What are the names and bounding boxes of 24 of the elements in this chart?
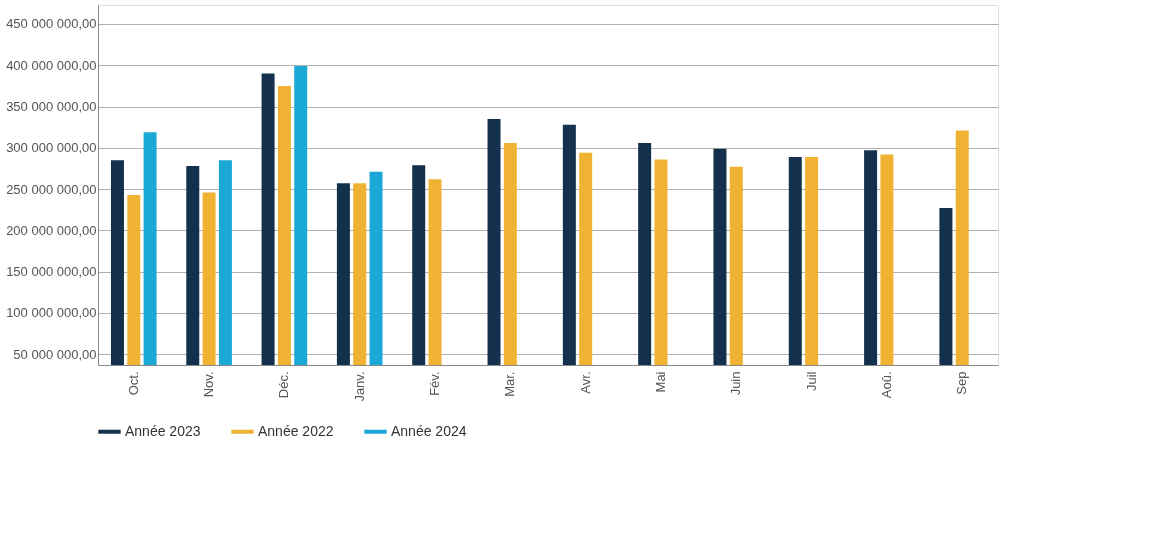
x-tick-label: Fév. — [427, 371, 443, 396]
y-tick-label: 250 000 000,00 — [6, 181, 97, 197]
x-tick-label: Janv. — [351, 371, 367, 402]
x-tick-label: Juil — [803, 371, 819, 392]
y-tick-label: 150 000 000,00 — [6, 264, 97, 280]
y-tick-label: 400 000 000,00 — [6, 57, 97, 73]
y-tick-label: 200 000 000,00 — [6, 222, 97, 238]
y-tick-label: 50 000 000,00 — [13, 346, 97, 362]
x-tick-label: Juin — [728, 371, 744, 396]
x-tick-label: Aoû. — [878, 371, 894, 399]
x-tick-label: Avr. — [577, 371, 593, 394]
y-tick-label: 100 000 000,00 — [6, 305, 97, 321]
legend-label: Année 2023 — [125, 422, 201, 439]
legend-label: Année 2024 — [391, 422, 467, 439]
x-tick-label: Mai — [652, 371, 668, 393]
x-tick-label: Déc. — [276, 371, 292, 399]
y-tick-label: 350 000 000,00 — [6, 99, 97, 115]
x-tick-label: Nov. — [201, 371, 217, 398]
x-tick-label: Oct. — [125, 371, 141, 396]
x-tick-label: Sep — [954, 371, 970, 395]
y-tick-label: 450 000 000,00 — [6, 16, 97, 32]
legend-label: Année 2022 — [258, 422, 334, 439]
x-tick-label: Mar. — [502, 371, 518, 397]
y-tick-label: 300 000 000,00 — [6, 140, 97, 156]
